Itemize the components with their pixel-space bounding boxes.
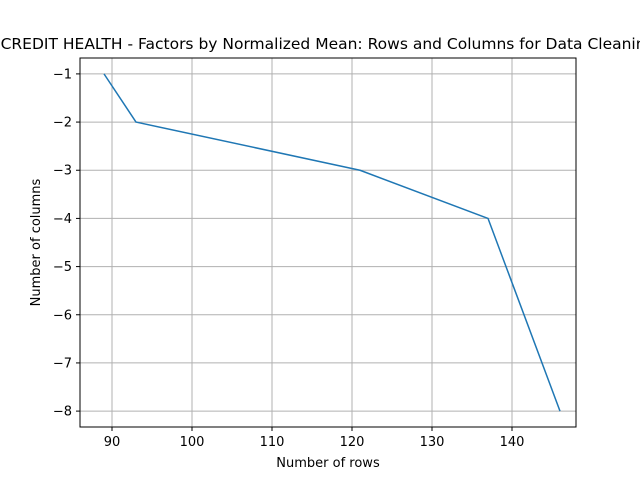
x-axis-label: Number of rows (276, 456, 380, 471)
grid-lines (80, 58, 576, 427)
x-tick-label: 100 (180, 435, 205, 450)
y-tick-label: −2 (53, 116, 72, 131)
y-axis: −1 −2 −3 −4 −5 −6 −7 −8 (53, 67, 80, 420)
y-tick-label: −5 (53, 260, 72, 275)
y-tick-label: −1 (53, 67, 72, 82)
y-axis-label: Number of columns (29, 178, 44, 306)
y-tick-label: −7 (53, 356, 72, 371)
y-tick-label: −6 (53, 308, 72, 323)
x-tick-label: 120 (340, 435, 365, 450)
y-tick-label: −8 (53, 405, 72, 420)
x-axis: 90 100 110 120 130 140 (104, 427, 525, 450)
y-tick-label: −4 (53, 212, 72, 227)
x-tick-label: 140 (500, 435, 525, 450)
x-tick-label: 110 (260, 435, 285, 450)
series-group (103, 73, 561, 412)
x-tick-label: 90 (104, 435, 121, 450)
plot-frame (79, 57, 577, 428)
y-tick-label: −3 (53, 164, 72, 179)
x-tick-label: 130 (420, 435, 445, 450)
series-line (103, 73, 561, 412)
chart-title: CREDIT HEALTH - Factors by Normalized Me… (1, 35, 640, 53)
